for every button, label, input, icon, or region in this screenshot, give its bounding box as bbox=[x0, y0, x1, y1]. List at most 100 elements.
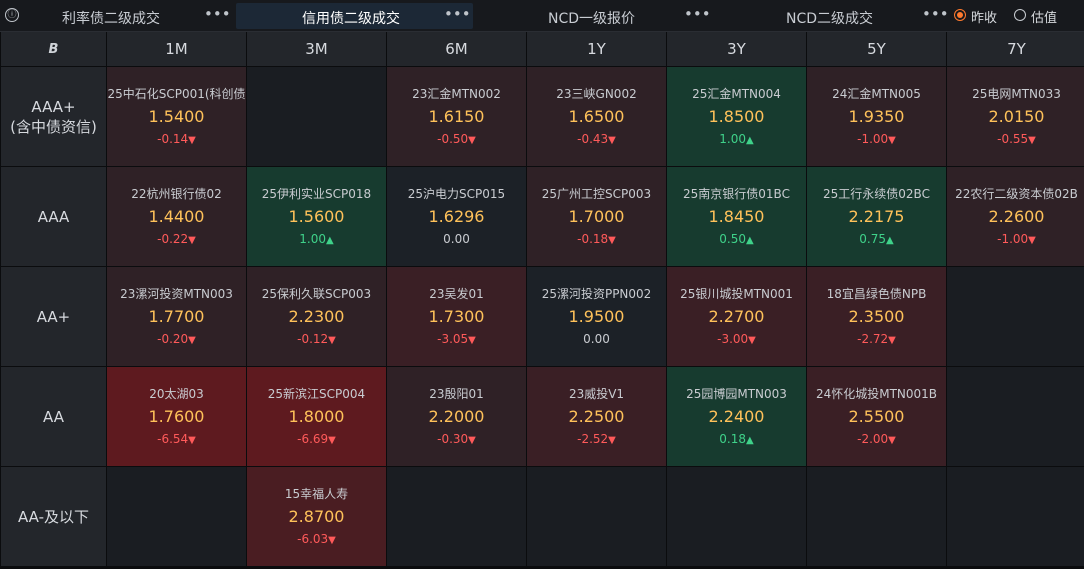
bond-change: -6.03▼ bbox=[247, 532, 386, 546]
bond-cell[interactable]: 22杭州银行债02 1.4400 -0.22▼ bbox=[107, 167, 246, 266]
bond-change-value: -3.05 bbox=[437, 332, 469, 346]
top-tab-bar: ⓘ 利率债二级成交 ••• 信用债二级成交 ••• NCD一级报价 ••• NC… bbox=[0, 0, 1084, 32]
empty-cell bbox=[247, 67, 386, 166]
bond-cell[interactable]: 25汇金MTN004 1.8500 1.00▲ bbox=[667, 67, 806, 166]
bond-name: 25银川城投MTN001 bbox=[680, 287, 793, 301]
bond-yield: 1.7600 bbox=[148, 407, 205, 426]
tab-credit-bond-secondary[interactable]: 信用债二级成交 ••• bbox=[236, 3, 473, 29]
tab-ncd-secondary[interactable]: NCD二级成交 ••• bbox=[716, 3, 949, 29]
bond-change-value: -0.12 bbox=[297, 332, 329, 346]
empty-cell bbox=[807, 467, 946, 566]
column-header: 3Y bbox=[667, 32, 806, 66]
bond-cell[interactable]: 15幸福人寿 2.8700 -6.03▼ bbox=[247, 467, 386, 566]
corner-header: B bbox=[1, 32, 106, 66]
empty-cell bbox=[947, 267, 1084, 366]
arrow-down-icon: ▼ bbox=[608, 135, 616, 146]
bond-change-value: -0.20 bbox=[157, 332, 189, 346]
bond-change: -0.50▼ bbox=[387, 132, 526, 146]
radio-label: 估值 bbox=[1031, 11, 1058, 26]
bond-cell[interactable]: 23殷阳01 2.2000 -0.30▼ bbox=[387, 367, 526, 466]
row-header: AA+ bbox=[1, 267, 106, 366]
bond-name: 25漯河投资PPN002 bbox=[541, 287, 652, 301]
arrow-down-icon: ▼ bbox=[888, 135, 896, 146]
bond-yield: 1.8000 bbox=[288, 407, 345, 426]
bond-change: 0.50▲ bbox=[667, 232, 806, 246]
bond-name: 25伊利实业SCP018 bbox=[261, 187, 372, 201]
bond-cell[interactable]: 25伊利实业SCP018 1.5600 1.00▲ bbox=[247, 167, 386, 266]
bond-name: 25沪电力SCP015 bbox=[407, 187, 506, 201]
bond-change: 1.00▲ bbox=[667, 132, 806, 146]
bond-change-value: -0.55 bbox=[997, 132, 1029, 146]
bond-cell[interactable]: 25南京银行债01BC 1.8450 0.50▲ bbox=[667, 167, 806, 266]
arrow-up-icon: ▲ bbox=[746, 135, 754, 146]
bond-change: -0.18▼ bbox=[527, 232, 666, 246]
tab-label: NCD二级成交 bbox=[786, 11, 874, 27]
bond-cell[interactable]: 24汇金MTN005 1.9350 -1.00▼ bbox=[807, 67, 946, 166]
bond-cell[interactable]: 25漯河投资PPN002 1.9500 0.00 bbox=[527, 267, 666, 366]
bond-cell[interactable]: 25园博园MTN003 2.2400 0.18▲ bbox=[667, 367, 806, 466]
bond-change-value: -6.69 bbox=[297, 432, 329, 446]
bond-cell[interactable]: 25工行永续债02BC 2.2175 0.75▲ bbox=[807, 167, 946, 266]
bond-yield: 2.2000 bbox=[428, 407, 485, 426]
empty-cell bbox=[947, 467, 1084, 566]
bond-cell[interactable]: 23汇金MTN002 1.6150 -0.50▼ bbox=[387, 67, 526, 166]
bond-change: -2.00▼ bbox=[807, 432, 946, 446]
bond-cell[interactable]: 23威投V1 2.2500 -2.52▼ bbox=[527, 367, 666, 466]
column-header: 3M bbox=[247, 32, 386, 66]
more-dots-icon[interactable]: ••• bbox=[204, 5, 231, 23]
bond-cell[interactable]: 23三峡GN002 1.6500 -0.43▼ bbox=[527, 67, 666, 166]
bond-yield: 2.0150 bbox=[988, 107, 1045, 126]
bond-cell[interactable]: 22农行二级资本债02B 2.2600 -1.00▼ bbox=[947, 167, 1084, 266]
row-header-label: AA-及以下 bbox=[17, 507, 90, 526]
bond-cell[interactable]: 18宜昌绿色债NPB 2.3500 -2.72▼ bbox=[807, 267, 946, 366]
bond-change: -6.54▼ bbox=[107, 432, 246, 446]
bond-cell[interactable]: 25新滨江SCP004 1.8000 -6.69▼ bbox=[247, 367, 386, 466]
bond-change: -0.43▼ bbox=[527, 132, 666, 146]
row-header-label: AA bbox=[43, 407, 64, 426]
bond-name: 23三峡GN002 bbox=[556, 87, 637, 101]
bond-name: 25新滨江SCP004 bbox=[267, 387, 366, 401]
arrow-up-icon: ▲ bbox=[746, 235, 754, 246]
column-header: 6M bbox=[387, 32, 526, 66]
bond-cell[interactable]: 25银川城投MTN001 2.2700 -3.00▼ bbox=[667, 267, 806, 366]
bond-change-value: -0.30 bbox=[437, 432, 469, 446]
tab-label: NCD一级报价 bbox=[548, 11, 636, 27]
bond-cell[interactable]: 20太湖03 1.7600 -6.54▼ bbox=[107, 367, 246, 466]
bond-cell[interactable]: 25保利久联SCP003 2.2300 -0.12▼ bbox=[247, 267, 386, 366]
arrow-down-icon: ▼ bbox=[888, 335, 896, 346]
tab-ncd-primary-quote[interactable]: NCD一级报价 ••• bbox=[478, 3, 711, 29]
bond-cell[interactable]: 25电网MTN033 2.0150 -0.55▼ bbox=[947, 67, 1084, 166]
bond-cell[interactable]: 25沪电力SCP015 1.6296 0.00 bbox=[387, 167, 526, 266]
bond-cell[interactable]: 25中石化SCP001(科创债 1.5400 -0.14▼ bbox=[107, 67, 246, 166]
bond-yield: 1.5600 bbox=[288, 207, 345, 226]
bond-change-value: -0.50 bbox=[437, 132, 469, 146]
bond-name: 23殷阳01 bbox=[429, 387, 484, 401]
row-header-label: AAA+ bbox=[31, 97, 76, 116]
more-dots-icon[interactable]: ••• bbox=[922, 5, 949, 23]
bond-cell[interactable]: 24怀化城投MTN001B 2.5500 -2.00▼ bbox=[807, 367, 946, 466]
bond-change: 1.00▲ bbox=[247, 232, 386, 246]
bond-name: 25汇金MTN004 bbox=[692, 87, 781, 101]
bond-name: 25广州工控SCP003 bbox=[541, 187, 652, 201]
bond-yield: 1.7700 bbox=[148, 307, 205, 326]
info-icon[interactable]: ⓘ bbox=[5, 8, 19, 22]
radio-button-checked[interactable] bbox=[954, 9, 966, 21]
bond-cell[interactable]: 25广州工控SCP003 1.7000 -0.18▼ bbox=[527, 167, 666, 266]
more-dots-icon[interactable]: ••• bbox=[444, 5, 471, 23]
bond-change: 0.75▲ bbox=[807, 232, 946, 246]
arrow-down-icon: ▼ bbox=[328, 335, 336, 346]
bond-change: -1.00▼ bbox=[947, 232, 1084, 246]
bond-change: -0.20▼ bbox=[107, 332, 246, 346]
more-dots-icon[interactable]: ••• bbox=[684, 5, 711, 23]
radio-label: 昨收 bbox=[971, 11, 998, 26]
bond-cell[interactable]: 23漯河投资MTN003 1.7700 -0.20▼ bbox=[107, 267, 246, 366]
bond-cell[interactable]: 23吴发01 1.7300 -3.05▼ bbox=[387, 267, 526, 366]
tab-rate-bond-secondary[interactable]: 利率债二级成交 ••• bbox=[30, 3, 231, 29]
row-header: AA-及以下 bbox=[1, 467, 106, 566]
bond-change-value: 0.50 bbox=[719, 232, 746, 246]
bond-change-value: -0.18 bbox=[577, 232, 609, 246]
bond-name: 20太湖03 bbox=[149, 387, 204, 401]
radio-button[interactable] bbox=[1014, 9, 1026, 21]
arrow-down-icon: ▼ bbox=[608, 235, 616, 246]
bond-change: -0.22▼ bbox=[107, 232, 246, 246]
